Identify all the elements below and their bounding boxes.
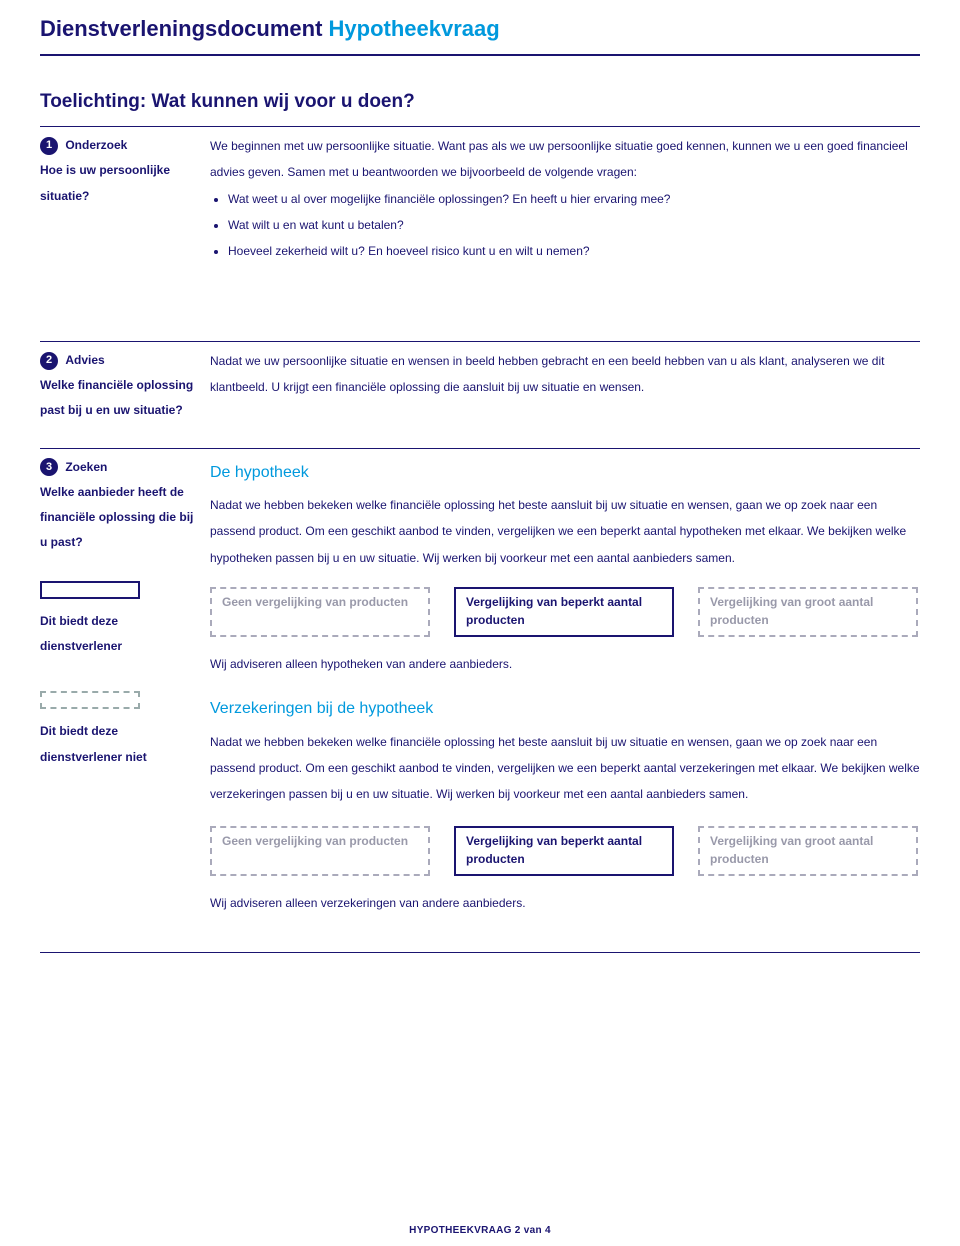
step-1-subtext: Hoe is uw persoonlijke situatie? [40,158,200,208]
step-number-badge: 2 [40,352,58,370]
step-number-badge: 3 [40,458,58,476]
step-3-label: Zoeken [65,460,107,474]
legend-box-dashed-icon [40,691,140,709]
compare-limited-box: Vergelijking van beperkt aantal producte… [454,826,674,876]
compare-large-box: Vergelijking van groot aantal producten [698,826,918,876]
step-2-row: 2 Advies Welke financiële oplossing past… [40,341,920,424]
legend-dashed-label: Dit biedt deze dienstverlener niet [40,719,200,769]
insurance-heading: Verzekeringen bij de hypotheek [210,691,920,726]
insurance-right: Verzekeringen bij de hypotheek Nadat we … [210,691,920,916]
compare-boxes-hyp: Geen vergelijking van producten Vergelij… [210,587,920,637]
hypotheek-heading: De hypotheek [210,455,920,490]
compare-right-1: Geen vergelijking van producten Vergelij… [210,581,920,677]
legend-row-solid: Dit biedt deze dienstverlener Geen verge… [40,581,920,677]
step-1-row: 1 Onderzoek Hoe is uw persoonlijke situa… [40,126,920,265]
step-1-left: 1 Onderzoek Hoe is uw persoonlijke situa… [40,133,210,209]
legend-box-solid-icon [40,581,140,599]
step-2-left: 2 Advies Welke financiële oplossing past… [40,348,210,424]
step-3-subtext: Welke aanbieder heeft de financiële oplo… [40,480,200,556]
bullet-item: Hoeveel zekerheid wilt u? En hoeveel ris… [228,238,920,264]
step-3-row: 3 Zoeken Welke aanbieder heeft de financ… [40,448,920,571]
insurance-body: Nadat we hebben bekeken welke financiële… [210,729,920,808]
compare-none-box: Geen vergelijking van producten [210,587,430,637]
step-2-body: Nadat we uw persoonlijke situatie en wen… [210,348,920,401]
title-topic: Hypotheekvraag [329,16,500,41]
step-3-body: De hypotheek Nadat we hebben bekeken wel… [210,455,920,571]
legend-solid-label: Dit biedt deze dienstverlener [40,609,200,659]
hyp-note: Wij adviseren alleen hypotheken van ande… [210,651,920,677]
compare-large-box: Vergelijking van groot aantal producten [698,587,918,637]
step-3-text: Nadat we hebben bekeken welke financiële… [210,492,920,571]
legend-left-solid: Dit biedt deze dienstverlener [40,581,210,659]
bullet-item: Wat weet u al over mogelijke financiële … [228,186,920,212]
step-1-intro: We beginnen met uw persoonlijke situatie… [210,133,920,186]
spacer [40,271,920,341]
step-3-left: 3 Zoeken Welke aanbieder heeft de financ… [40,455,210,556]
title-prefix: Dienstverleningsdocument [40,16,329,41]
step-1-body: We beginnen met uw persoonlijke situatie… [210,133,920,265]
insurance-note: Wij adviseren alleen verzekeringen van a… [210,890,920,916]
compare-none-box: Geen vergelijking van producten [210,826,430,876]
title-rule [40,54,920,56]
compare-boxes-insurance: Geen vergelijking van producten Vergelij… [210,826,920,876]
intro-heading: Toelichting: Wat kunnen wij voor u doen? [40,84,920,120]
step-number-badge: 1 [40,137,58,155]
bullet-item: Wat wilt u en wat kunt u betalen? [228,212,920,238]
compare-limited-box: Vergelijking van beperkt aantal producte… [454,587,674,637]
bottom-rule [40,952,920,953]
page-container: Dienstverleningsdocument Hypotheekvraag … [0,0,960,1246]
step-2-text: Nadat we uw persoonlijke situatie en wen… [210,348,920,401]
document-title: Dienstverleningsdocument Hypotheekvraag [40,8,920,50]
step-2-label: Advies [65,353,104,367]
step-2-subtext: Welke financiële oplossing past bij u en… [40,373,200,423]
legend-row-dashed: Dit biedt deze dienstverlener niet Verze… [40,691,920,916]
step-1-bullets: Wat weet u al over mogelijke financiële … [210,186,920,265]
legend-left-dashed: Dit biedt deze dienstverlener niet [40,691,210,769]
page-footer: HYPOTHEEKVRAAG 2 van 4 [0,1221,960,1240]
spacer [40,430,920,448]
step-1-label: Onderzoek [65,138,127,152]
